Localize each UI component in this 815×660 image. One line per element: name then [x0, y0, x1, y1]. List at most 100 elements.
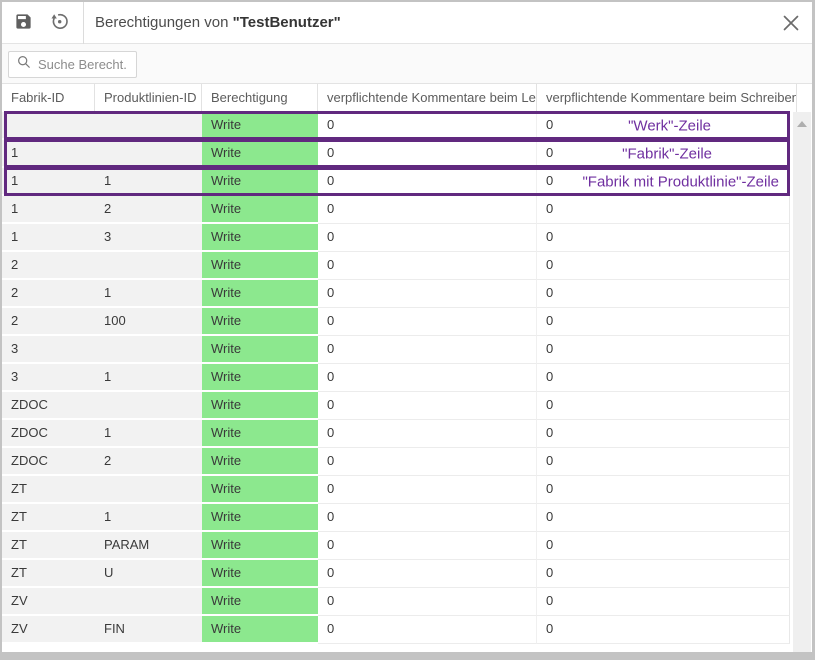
cell-berechtigung[interactable]: Write: [202, 168, 318, 196]
cell-berechtigung[interactable]: Write: [202, 504, 318, 532]
cell-fabrik-id[interactable]: ZV: [2, 588, 95, 616]
header-produktlinien-id[interactable]: Produktlinien-ID: [95, 84, 202, 112]
cell-produktlinien-id[interactable]: 1: [95, 364, 202, 392]
cell-produktlinien-id[interactable]: PARAM: [95, 532, 202, 560]
table-row[interactable]: 2 1 Write 0 0: [2, 280, 790, 308]
cell-produktlinien-id[interactable]: 1: [95, 504, 202, 532]
search-box[interactable]: [8, 51, 137, 78]
cell-produktlinien-id[interactable]: [95, 112, 202, 140]
cell-fabrik-id[interactable]: ZT: [2, 476, 95, 504]
cell-fabrik-id[interactable]: ZV: [2, 616, 95, 644]
cell-kommentare-lesen[interactable]: 0: [318, 504, 537, 532]
cell-berechtigung[interactable]: Write: [202, 224, 318, 252]
cell-berechtigung[interactable]: Write: [202, 560, 318, 588]
cell-kommentare-schreiben[interactable]: 0: [537, 560, 790, 588]
cell-berechtigung[interactable]: Write: [202, 196, 318, 224]
search-input[interactable]: [38, 57, 128, 72]
cell-berechtigung[interactable]: Write: [202, 420, 318, 448]
table-row[interactable]: 3 1 Write 0 0: [2, 364, 790, 392]
cell-produktlinien-id[interactable]: [95, 252, 202, 280]
save-button[interactable]: [8, 8, 38, 38]
cell-fabrik-id[interactable]: 1: [2, 168, 95, 196]
cell-berechtigung[interactable]: Write: [202, 448, 318, 476]
cell-fabrik-id[interactable]: 3: [2, 364, 95, 392]
cell-kommentare-lesen[interactable]: 0: [318, 616, 537, 644]
cell-berechtigung[interactable]: Write: [202, 588, 318, 616]
table-row[interactable]: ZDOC Write 0 0: [2, 392, 790, 420]
cell-kommentare-schreiben[interactable]: 0: [537, 196, 790, 224]
cell-kommentare-lesen[interactable]: 0: [318, 588, 537, 616]
cell-produktlinien-id[interactable]: 1: [95, 168, 202, 196]
cell-kommentare-schreiben[interactable]: 0: [537, 364, 790, 392]
cell-berechtigung[interactable]: Write: [202, 308, 318, 336]
cell-fabrik-id[interactable]: ZDOC: [2, 392, 95, 420]
cell-produktlinien-id[interactable]: [95, 588, 202, 616]
cell-fabrik-id[interactable]: 2: [2, 308, 95, 336]
cell-kommentare-schreiben[interactable]: 0: [537, 112, 790, 140]
cell-kommentare-lesen[interactable]: 0: [318, 140, 537, 168]
cell-berechtigung[interactable]: Write: [202, 476, 318, 504]
table-row[interactable]: ZT Write 0 0: [2, 476, 790, 504]
close-button[interactable]: [780, 13, 802, 35]
cell-produktlinien-id[interactable]: [95, 392, 202, 420]
table-row[interactable]: ZT U Write 0 0: [2, 560, 790, 588]
cell-produktlinien-id[interactable]: 2: [95, 196, 202, 224]
header-kommentare-schreiben[interactable]: verpflichtende Kommentare beim Schreiben: [537, 84, 797, 112]
cell-kommentare-lesen[interactable]: 0: [318, 560, 537, 588]
cell-produktlinien-id[interactable]: [95, 476, 202, 504]
cell-kommentare-schreiben[interactable]: 0: [537, 532, 790, 560]
cell-produktlinien-id[interactable]: FIN: [95, 616, 202, 644]
cell-berechtigung[interactable]: Write: [202, 616, 318, 644]
cell-kommentare-lesen[interactable]: 0: [318, 252, 537, 280]
cell-berechtigung[interactable]: Write: [202, 112, 318, 140]
cell-berechtigung[interactable]: Write: [202, 364, 318, 392]
cell-produktlinien-id[interactable]: [95, 140, 202, 168]
vertical-scrollbar[interactable]: [793, 112, 811, 652]
cell-berechtigung[interactable]: Write: [202, 140, 318, 168]
cell-berechtigung[interactable]: Write: [202, 336, 318, 364]
cell-fabrik-id[interactable]: 2: [2, 280, 95, 308]
cell-fabrik-id[interactable]: ZT: [2, 560, 95, 588]
cell-kommentare-schreiben[interactable]: 0: [537, 224, 790, 252]
cell-kommentare-schreiben[interactable]: 0: [537, 588, 790, 616]
cell-berechtigung[interactable]: Write: [202, 280, 318, 308]
header-berechtigung[interactable]: Berechtigung: [202, 84, 318, 112]
cell-fabrik-id[interactable]: 1: [2, 140, 95, 168]
table-row[interactable]: 3 Write 0 0: [2, 336, 790, 364]
table-row[interactable]: Write 0 0: [2, 112, 790, 140]
cell-kommentare-schreiben[interactable]: 0: [537, 392, 790, 420]
cell-produktlinien-id[interactable]: 3: [95, 224, 202, 252]
restore-button[interactable]: [44, 8, 74, 38]
cell-kommentare-lesen[interactable]: 0: [318, 168, 537, 196]
cell-kommentare-schreiben[interactable]: 0: [537, 420, 790, 448]
cell-kommentare-lesen[interactable]: 0: [318, 364, 537, 392]
table-row[interactable]: ZV Write 0 0: [2, 588, 790, 616]
cell-kommentare-schreiben[interactable]: 0: [537, 280, 790, 308]
cell-berechtigung[interactable]: Write: [202, 532, 318, 560]
table-row[interactable]: 2 Write 0 0: [2, 252, 790, 280]
table-row[interactable]: 2 100 Write 0 0: [2, 308, 790, 336]
table-row[interactable]: 1 3 Write 0 0: [2, 224, 790, 252]
cell-kommentare-schreiben[interactable]: 0: [537, 252, 790, 280]
cell-produktlinien-id[interactable]: [95, 336, 202, 364]
cell-fabrik-id[interactable]: [2, 112, 95, 140]
cell-fabrik-id[interactable]: 1: [2, 224, 95, 252]
cell-fabrik-id[interactable]: ZDOC: [2, 420, 95, 448]
cell-berechtigung[interactable]: Write: [202, 392, 318, 420]
cell-produktlinien-id[interactable]: U: [95, 560, 202, 588]
cell-kommentare-schreiben[interactable]: 0: [537, 616, 790, 644]
cell-fabrik-id[interactable]: ZDOC: [2, 448, 95, 476]
scroll-up-icon[interactable]: [797, 121, 807, 127]
cell-fabrik-id[interactable]: 2: [2, 252, 95, 280]
cell-kommentare-lesen[interactable]: 0: [318, 476, 537, 504]
cell-kommentare-lesen[interactable]: 0: [318, 308, 537, 336]
table-row[interactable]: 1 1 Write 0 0: [2, 168, 790, 196]
cell-kommentare-schreiben[interactable]: 0: [537, 140, 790, 168]
table-row[interactable]: 1 Write 0 0: [2, 140, 790, 168]
cell-kommentare-schreiben[interactable]: 0: [537, 168, 790, 196]
table-row[interactable]: ZT PARAM Write 0 0: [2, 532, 790, 560]
cell-kommentare-lesen[interactable]: 0: [318, 532, 537, 560]
cell-kommentare-lesen[interactable]: 0: [318, 196, 537, 224]
cell-kommentare-lesen[interactable]: 0: [318, 224, 537, 252]
cell-kommentare-lesen[interactable]: 0: [318, 448, 537, 476]
